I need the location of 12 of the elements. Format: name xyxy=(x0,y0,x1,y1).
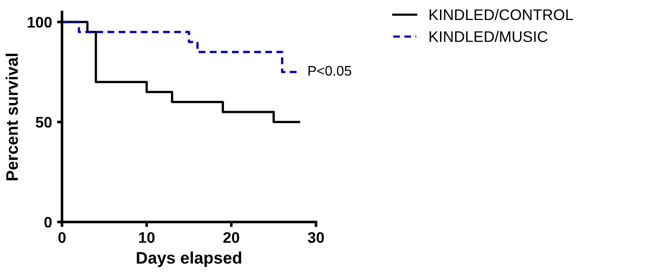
x-axis-title: Days elapsed xyxy=(136,252,242,268)
legend-label: KINDLED/MUSIC xyxy=(430,30,548,42)
y-tick-label: 0 xyxy=(44,216,52,228)
y-tick-label: 100 xyxy=(28,16,52,28)
x-tick-label: 20 xyxy=(223,232,240,243)
legend-label: KINDLED/CONTROL xyxy=(430,8,574,20)
x-tick-label: 10 xyxy=(139,232,155,243)
x-tick-label: 30 xyxy=(308,232,324,243)
annotation: P<0.05 xyxy=(308,66,352,76)
y-axis-title: Percent survival xyxy=(6,54,18,180)
y-tick-label: 50 xyxy=(36,116,52,128)
x-tick-label: 0 xyxy=(58,232,66,243)
